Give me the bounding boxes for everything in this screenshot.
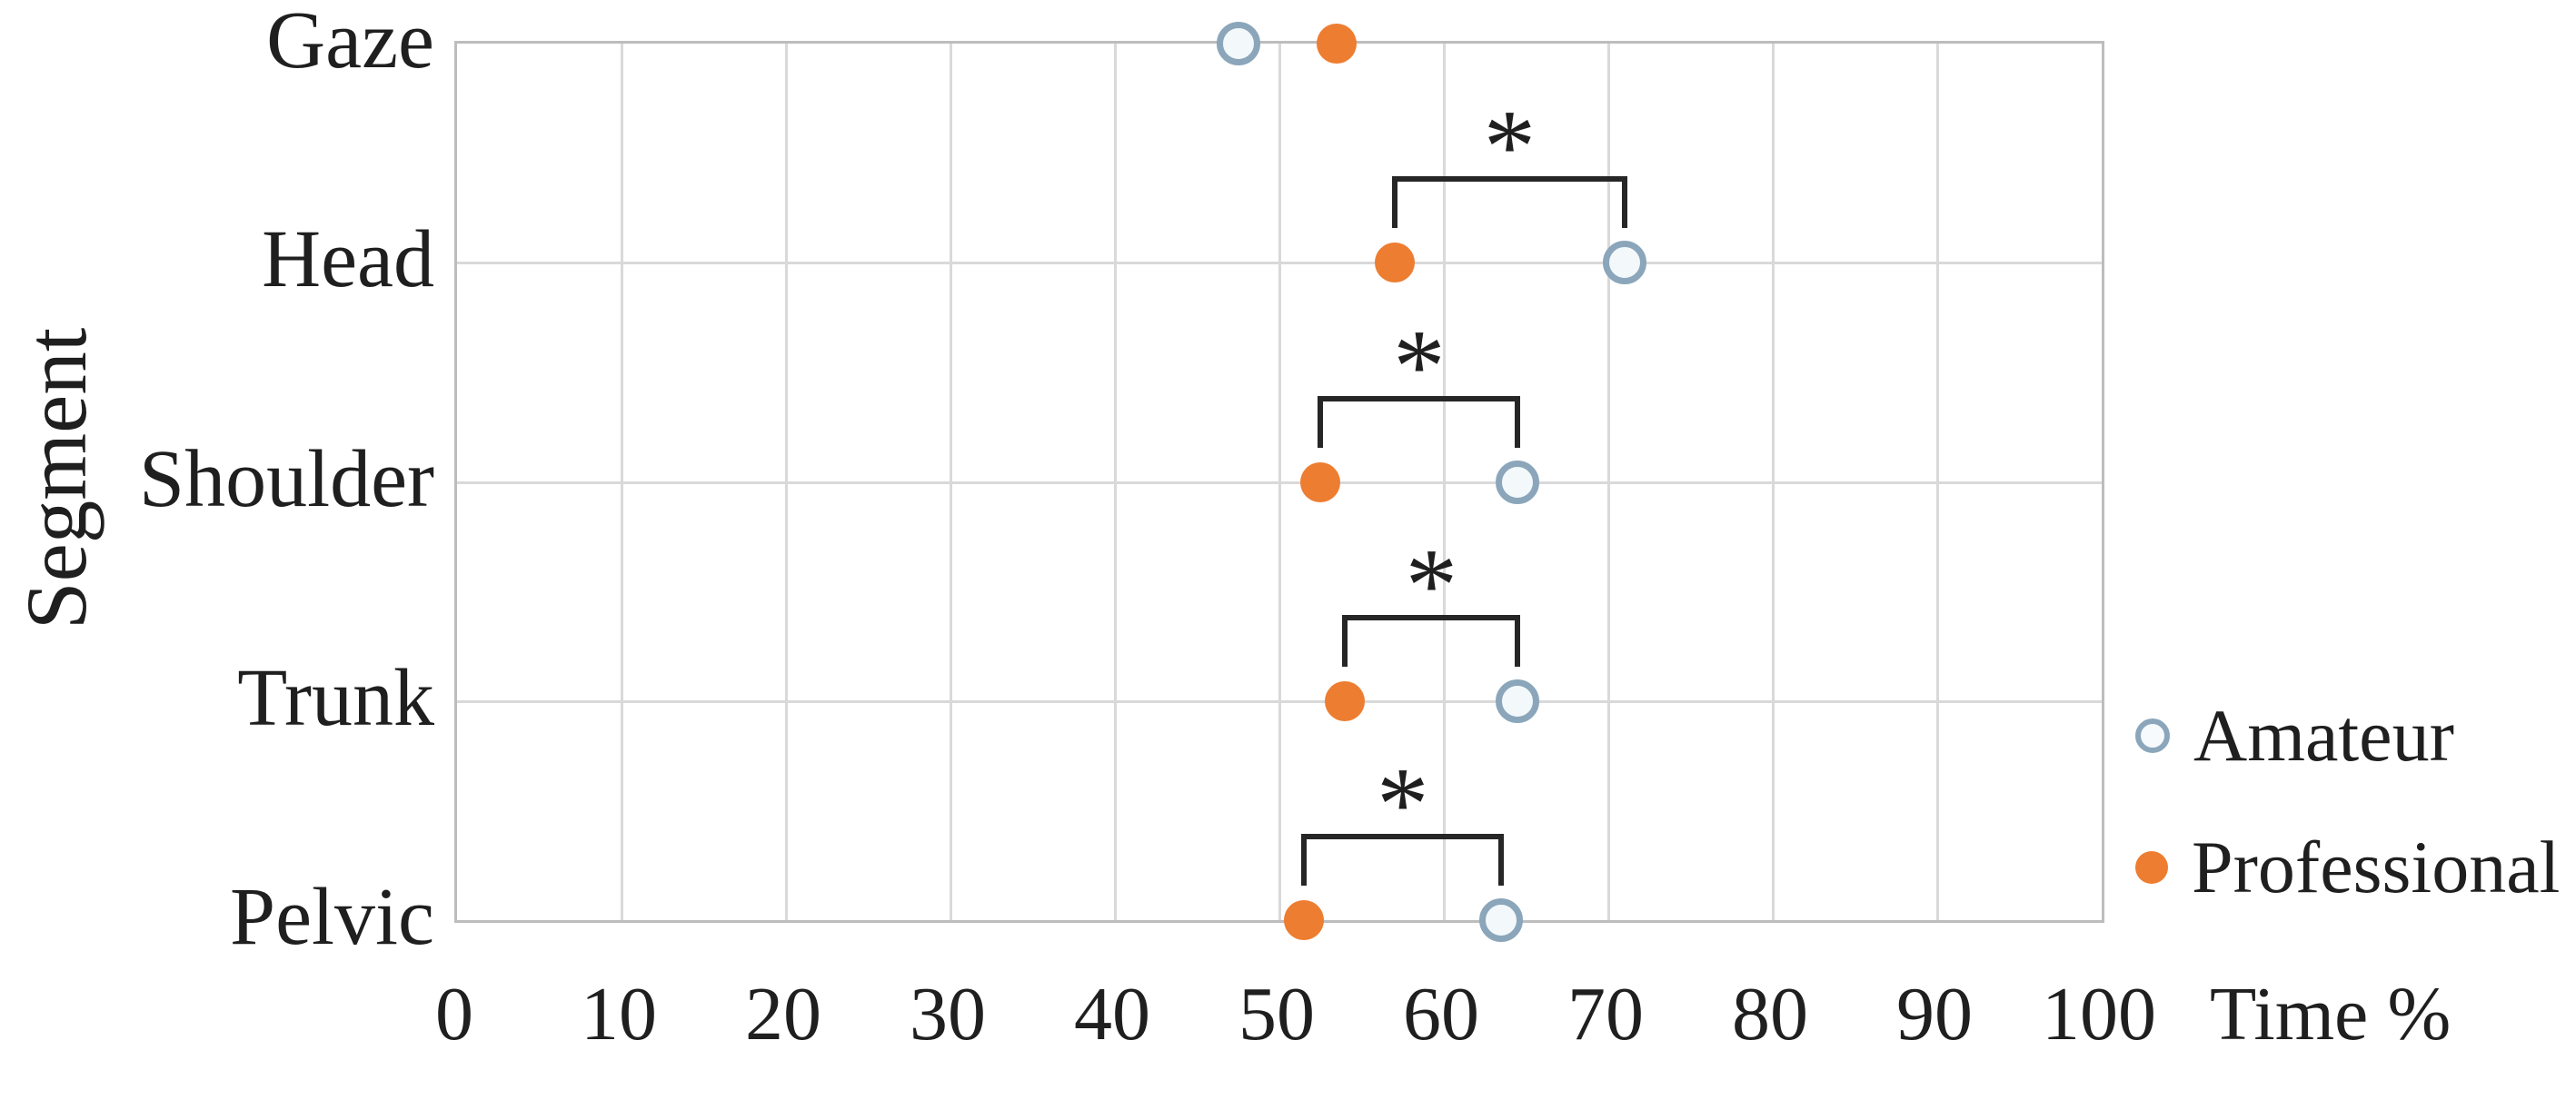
- legend: Amateur Professional: [2135, 692, 2560, 911]
- x-tick-label-70: 70: [1567, 972, 1644, 1056]
- amateur-open-circle-icon: [2135, 718, 2170, 753]
- professional-filled-circle-icon: [2135, 851, 2168, 884]
- horizontal-gridline: [457, 262, 2102, 265]
- x-tick-label-20: 20: [745, 972, 821, 1056]
- x-tick-label-50: 50: [1238, 972, 1315, 1056]
- x-tick-label-0: 0: [435, 972, 473, 1056]
- x-axis-title: Time %: [2210, 972, 2452, 1056]
- point-professional-shoulder: [1300, 461, 1341, 502]
- significance-bracket-head: [1391, 176, 1628, 229]
- category-label-gaze: Gaze: [266, 0, 434, 85]
- point-amateur-gaze: [1216, 22, 1260, 65]
- point-professional-pelvic: [1284, 900, 1325, 940]
- point-professional-trunk: [1325, 680, 1366, 721]
- category-label-pelvic: Pelvic: [230, 872, 434, 962]
- category-label-trunk: Trunk: [237, 652, 434, 743]
- x-tick-label-40: 40: [1074, 972, 1150, 1056]
- point-professional-head: [1374, 243, 1415, 283]
- horizontal-gridline: [457, 699, 2102, 703]
- legend-entry-amateur: Amateur: [2135, 692, 2560, 779]
- point-amateur-trunk: [1496, 679, 1540, 723]
- significance-asterisk-shoulder: *: [1393, 308, 1446, 424]
- x-tick-label-60: 60: [1403, 972, 1479, 1056]
- horizontal-gridline: [457, 481, 2102, 484]
- point-amateur-pelvic: [1479, 898, 1524, 942]
- category-label-shoulder: Shoulder: [139, 433, 434, 524]
- significance-asterisk-head: *: [1483, 89, 1537, 205]
- x-tick-label-30: 30: [910, 972, 986, 1056]
- legend-entry-professional: Professional: [2135, 824, 2560, 911]
- significance-bracket-trunk: [1342, 614, 1521, 667]
- plot-area: * * * *: [454, 22, 2104, 942]
- category-label-head: Head: [262, 214, 434, 305]
- point-amateur-head: [1603, 241, 1647, 285]
- x-tick-label-100: 100: [2042, 972, 2156, 1056]
- legend-label-amateur: Amateur: [2193, 694, 2454, 777]
- significance-asterisk-pelvic: *: [1377, 747, 1429, 862]
- significance-asterisk-trunk: *: [1405, 527, 1458, 643]
- x-tick-label-90: 90: [1896, 972, 1973, 1056]
- significance-bracket-pelvic: [1301, 834, 1505, 886]
- x-tick-label-10: 10: [581, 972, 657, 1056]
- point-professional-gaze: [1317, 24, 1358, 64]
- significance-bracket-shoulder: [1318, 395, 1521, 448]
- x-tick-label-80: 80: [1732, 972, 1808, 1056]
- point-amateur-shoulder: [1496, 460, 1540, 504]
- legend-label-professional: Professional: [2192, 826, 2561, 908]
